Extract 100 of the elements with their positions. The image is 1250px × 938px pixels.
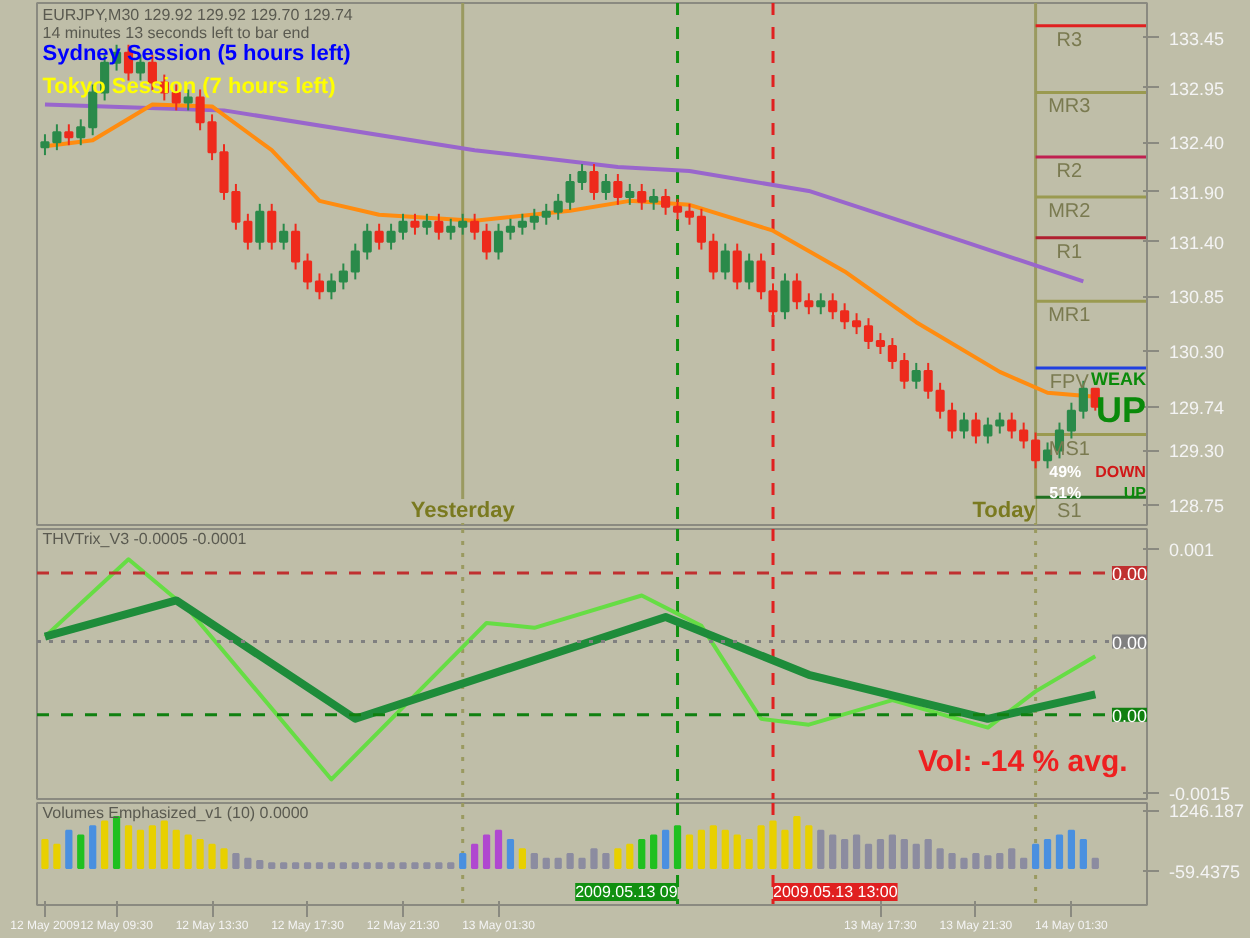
y-tick-label: 129.30 [1169,441,1225,462]
bar [399,862,407,869]
y-tick-label: 129.74 [1169,397,1225,418]
candlestick [422,212,432,236]
bar [1020,857,1028,869]
candlestick [1042,441,1053,470]
bar [805,825,813,869]
ref-line-label: 0.00 [1111,564,1148,585]
bar [387,862,395,869]
bar [327,862,336,869]
candlestick [255,202,265,251]
bar [793,815,801,869]
bar [101,820,109,869]
bar [1008,848,1016,869]
y-tick-label: 132.40 [1169,133,1225,154]
bar [291,862,300,869]
bar [757,825,765,869]
chart-title: Volumes Emphasized_v1 (10) 0.0000 [42,803,310,822]
bar [638,839,646,869]
bar [900,839,908,869]
bar [471,843,479,869]
bar [303,862,312,869]
candlestick [434,212,444,241]
ref-line-label: 0.00 [1111,705,1148,726]
ref-line-label: Yesterday [410,499,517,523]
ref-line-label: R2 [1056,161,1083,184]
bar [566,853,574,869]
bar [1055,834,1064,869]
bar [77,834,85,869]
candlestick [649,187,659,211]
bar [924,839,932,869]
line-series [40,596,1100,723]
bar [423,862,431,869]
ref-line-label: FPV [1049,371,1090,394]
bar [280,862,288,869]
bar [435,862,443,869]
bar [614,848,622,869]
bar [256,859,264,869]
bar [578,857,586,869]
bar [41,839,49,869]
bar [1067,829,1076,869]
candlestick [374,222,384,251]
bar [315,862,324,869]
candlestick [971,411,981,445]
candlestick [589,163,599,201]
bar [996,853,1004,869]
candlestick [625,182,635,206]
bar [482,834,491,869]
y-tick-label: 128.75 [1169,496,1225,517]
bar [53,843,61,869]
bar [494,829,503,869]
bar [1043,839,1052,869]
candlestick [959,411,969,440]
bar [136,829,145,869]
bar [160,820,168,869]
bar [184,834,192,869]
bar [817,829,825,869]
bar [876,839,885,869]
ref-line-label: 2009.05.13 09 [575,883,679,901]
candlestick [744,252,754,291]
ref-line-label: MR3 [1048,96,1092,119]
chart-title: EURJPY,M30 129.92 129.92 129.70 129.74 [42,5,354,24]
candlestick [279,222,289,251]
bar [984,855,992,869]
bar [661,829,670,869]
candlestick [911,361,921,390]
ref-line-label: R1 [1056,241,1083,264]
line-series [42,102,1086,284]
y-tick-label: -59.4375 [1169,861,1241,882]
ref-line-label: MR2 [1048,200,1092,223]
bar [960,857,968,869]
bar [220,848,228,869]
ref-line-label: 0.00 [1111,632,1148,653]
bar [363,862,371,869]
y-tick-label: 131.40 [1169,232,1225,253]
bar [1031,843,1040,869]
annotation: DOWN [1095,463,1147,482]
annotation: 49% [1049,463,1082,482]
bar [769,820,777,869]
bar [124,825,133,869]
candlestick [613,173,623,206]
candlestick [780,272,790,321]
candlestick [720,242,730,281]
bar [781,829,789,869]
bar [506,839,515,869]
bar [89,825,97,869]
bar [65,829,73,869]
text: 14 minutes 13 seconds left to bar end [42,23,310,42]
y-tick-label: 133.45 [1169,28,1225,49]
bar [721,829,729,869]
y-tick-label: -0.0015 [1169,784,1231,805]
bar [590,848,598,869]
candlestick [267,202,277,251]
bar [864,843,873,869]
annotation: WEAK [1090,369,1147,390]
bar [447,862,455,869]
y-tick-label: 130.30 [1169,342,1225,362]
bar [709,825,717,869]
bar [542,857,550,869]
bar [602,853,610,869]
